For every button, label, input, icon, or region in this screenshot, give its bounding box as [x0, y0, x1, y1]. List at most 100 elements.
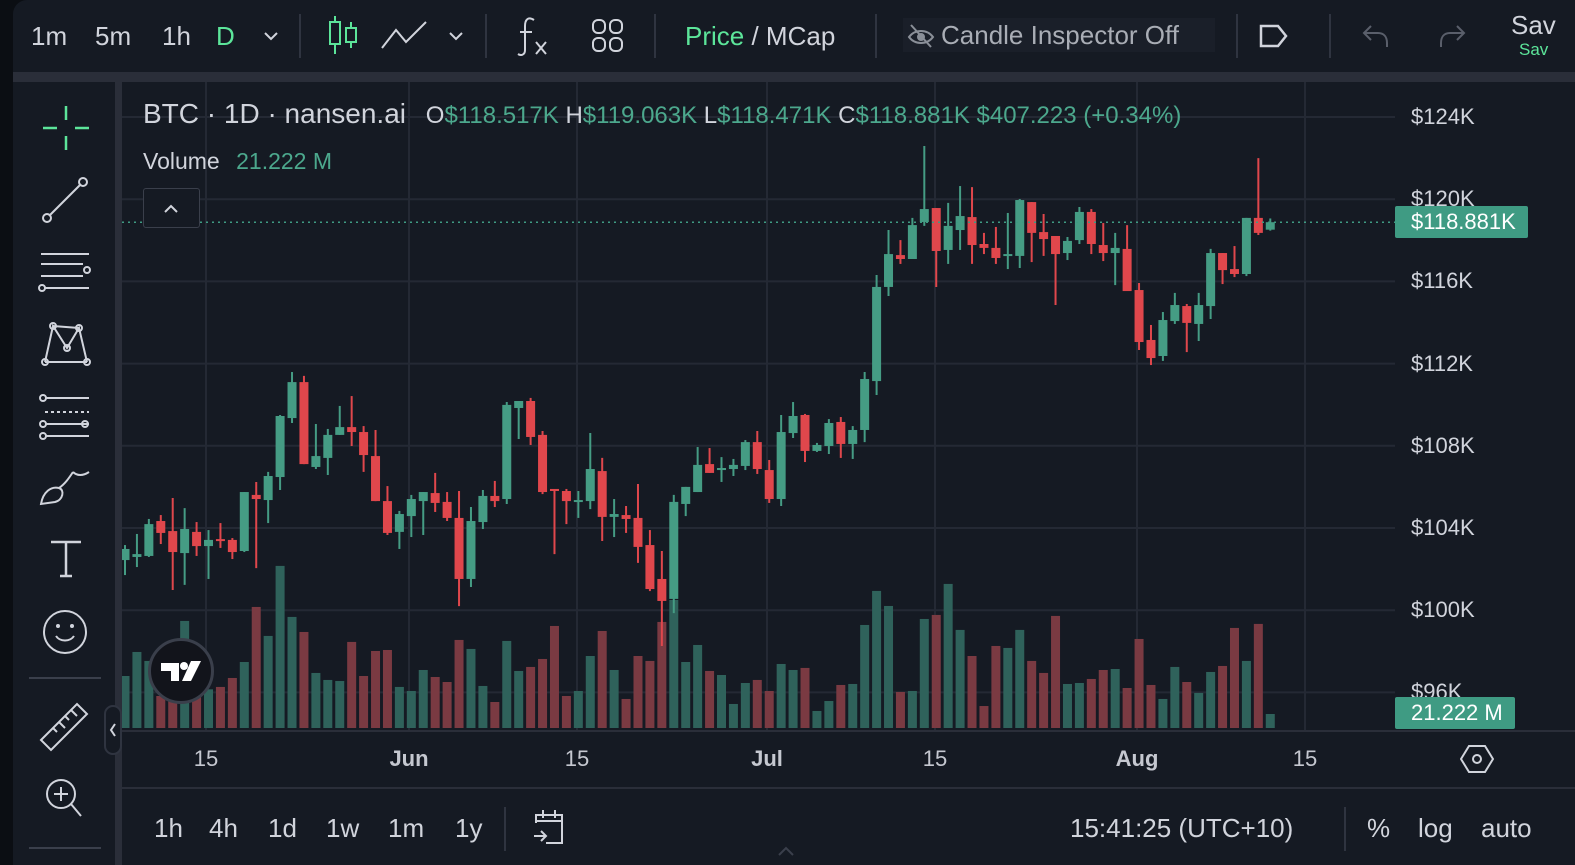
time-tick: 15 — [1292, 746, 1318, 771]
ruler-icon[interactable] — [37, 700, 93, 754]
divider — [1236, 14, 1238, 58]
interval-1m[interactable]: 1m — [31, 21, 68, 51]
volume-bar — [1027, 660, 1037, 728]
range-1m[interactable]: 1m — [388, 813, 425, 843]
settings-hexagon-icon[interactable] — [1460, 744, 1494, 774]
log-toggle[interactable]: log — [1418, 813, 1453, 843]
line-chart-icon[interactable] — [380, 20, 428, 50]
price-pane[interactable] — [122, 82, 1395, 730]
candle-body — [382, 501, 392, 533]
candle-body — [597, 471, 607, 517]
fib-retracement-icon[interactable] — [37, 390, 93, 440]
candle-body — [657, 578, 667, 601]
candle-body — [1194, 305, 1204, 324]
collapse-toolbar-button[interactable] — [104, 705, 122, 755]
auto-toggle[interactable]: auto — [1481, 813, 1532, 843]
volume-bar — [764, 690, 774, 728]
interval-1h[interactable]: 1h — [162, 21, 191, 51]
range-1h[interactable]: 1h — [154, 813, 183, 843]
divider — [29, 677, 101, 679]
range-1w[interactable]: 1w — [326, 813, 360, 843]
time-tick: Jul — [751, 746, 783, 771]
candle-body — [1241, 217, 1251, 275]
brush-icon[interactable] — [39, 466, 93, 510]
candle-body — [1229, 269, 1239, 275]
volume-bar — [728, 703, 738, 728]
candle-body — [800, 414, 810, 451]
range-1d[interactable]: 1d — [268, 813, 297, 843]
tradingview-logo[interactable] — [148, 638, 214, 704]
pattern-icon[interactable] — [39, 318, 93, 368]
volume-bar — [1158, 698, 1168, 728]
interval-5m[interactable]: 5m — [95, 21, 132, 51]
emoji-icon[interactable] — [41, 608, 89, 656]
trend-line-icon[interactable] — [41, 176, 91, 226]
candles-icon[interactable] — [328, 16, 360, 56]
chevron-left-icon — [109, 723, 116, 737]
candle-body — [1086, 211, 1096, 244]
interval-d[interactable]: D — [216, 21, 235, 51]
divider — [299, 14, 301, 58]
open-label: O — [425, 102, 445, 129]
time-tick: 15 — [564, 746, 590, 771]
candle-body — [1146, 339, 1156, 359]
candle-body — [192, 531, 202, 547]
go-to-date-icon[interactable] — [532, 807, 566, 847]
toolbar-separator — [13, 72, 1575, 82]
volume-bar — [122, 675, 130, 728]
indicators-fx-icon[interactable] — [516, 16, 552, 56]
volume-bar — [1134, 638, 1144, 728]
candle-body — [1206, 253, 1216, 307]
volume-bar — [406, 690, 416, 728]
volume-bar — [323, 679, 333, 728]
volume-bar — [287, 616, 297, 728]
candle-body — [836, 421, 846, 444]
volume-bar — [1110, 668, 1120, 728]
range-4h[interactable]: 4h — [209, 813, 238, 843]
price-mcap-toggle[interactable]: Price / MCap — [685, 20, 835, 52]
time-tick: Jun — [389, 746, 429, 771]
price-axis[interactable]: $124K $120K $116K $112K $108K $104K $100K $96K $… — [1395, 82, 1575, 730]
horizontal-lines-icon[interactable] — [37, 248, 93, 294]
volume-bar — [812, 710, 822, 728]
candle-inspector-button[interactable]: Candle Inspector Off — [903, 18, 1215, 52]
volume-bar — [1146, 684, 1156, 728]
volume-bar — [681, 662, 691, 728]
candle-body — [895, 255, 905, 260]
chevron-down-icon[interactable] — [263, 28, 279, 44]
candle-body — [848, 429, 858, 444]
chevron-down-icon[interactable] — [448, 28, 464, 44]
time-axis[interactable]: 15 Jun 15 Jul 15 Aug 15 — [122, 730, 1575, 787]
candle-body — [621, 515, 631, 519]
redo-icon[interactable] — [1437, 22, 1467, 50]
mcap-option[interactable]: MCap — [765, 21, 836, 51]
volume-bar — [1015, 629, 1025, 728]
price-option[interactable]: Price — [685, 21, 745, 51]
tag-icon[interactable] — [1259, 24, 1289, 48]
percent-toggle[interactable]: % — [1367, 813, 1391, 843]
candle-body — [323, 434, 333, 458]
candle-body — [1158, 320, 1168, 356]
chevron-up-icon — [164, 204, 178, 213]
volume-bar — [1218, 665, 1228, 728]
candle-body — [907, 225, 917, 260]
crosshair-icon[interactable] — [41, 104, 91, 154]
text-tool-icon[interactable] — [49, 538, 83, 578]
volume-bar — [227, 677, 237, 728]
volume-bar — [884, 605, 894, 728]
zoom-in-icon[interactable] — [43, 776, 87, 820]
chevron-up-icon[interactable] — [776, 845, 796, 857]
undo-icon[interactable] — [1361, 22, 1391, 50]
divider — [654, 14, 656, 58]
collapse-legend-button[interactable] — [143, 188, 200, 228]
clock[interactable]: 15:41:25 (UTC+10) — [1070, 813, 1294, 843]
candle-body — [740, 442, 750, 466]
save-status: Sav — [1519, 40, 1549, 59]
volume-bar — [347, 641, 357, 728]
drawing-toolbar — [13, 82, 115, 865]
layout-grid-icon[interactable] — [591, 18, 625, 54]
save-button[interactable]: Sav Sav — [1511, 10, 1556, 60]
candle-body — [478, 495, 488, 523]
range-1y[interactable]: 1y — [455, 813, 483, 843]
volume-bar — [1253, 623, 1263, 728]
